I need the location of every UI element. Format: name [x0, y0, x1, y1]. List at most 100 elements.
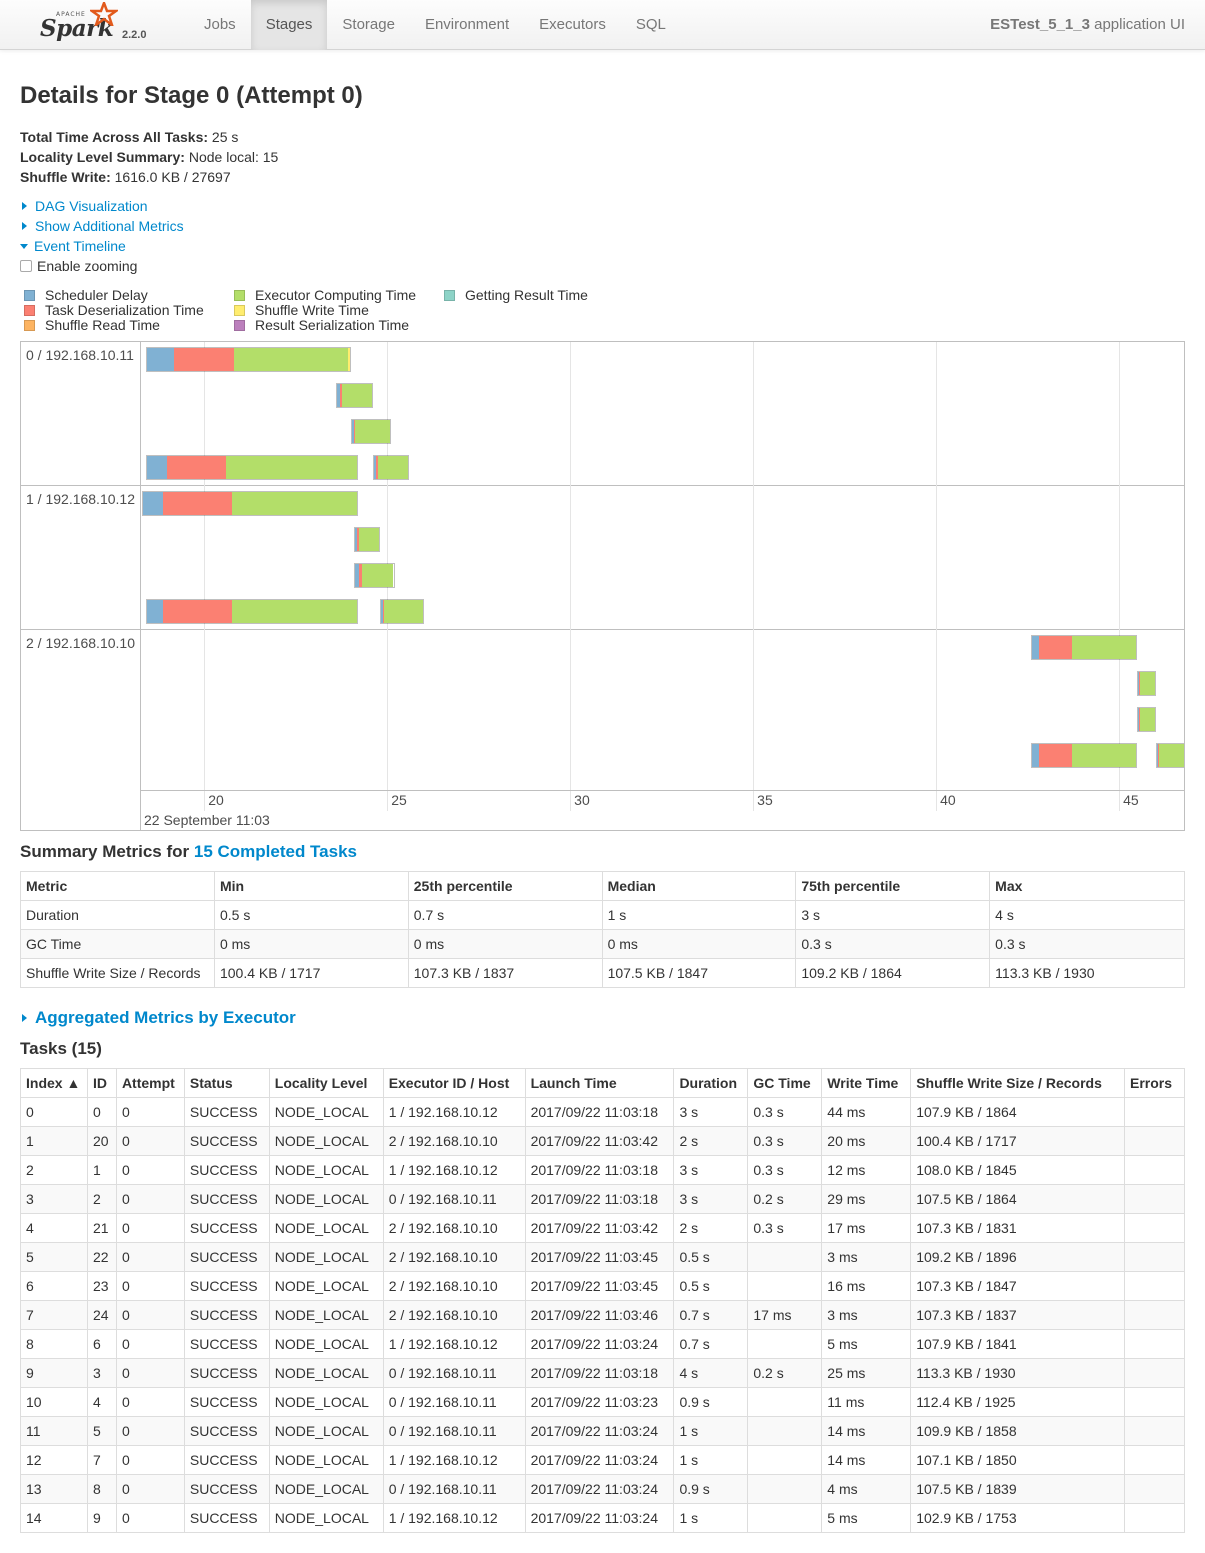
tasks-column-header[interactable]: Index ▲: [20, 1068, 88, 1098]
dag-visualization-toggle[interactable]: DAG Visualization: [20, 196, 148, 216]
task-bar-segment: [380, 600, 383, 623]
grid-line: [204, 342, 206, 790]
show-additional-metrics-toggle[interactable]: Show Additional Metrics: [20, 216, 184, 236]
arrow-right-icon: [22, 222, 27, 230]
aggregated-metrics-toggle[interactable]: Aggregated Metrics by Executor: [20, 1008, 296, 1028]
tab-environment[interactable]: Environment: [424, 16, 510, 33]
task-bar[interactable]: [372, 455, 410, 480]
table-cell: 3 s: [673, 1184, 749, 1214]
table-cell: NODE_LOCAL: [268, 1300, 384, 1330]
table-cell: 0.3 s: [747, 1155, 823, 1185]
table-cell: 1 s: [673, 1503, 749, 1533]
table-row: 5 22 0 SUCCESS NODE_LOCAL 2 / 192.168.10.10 20…: [20, 1242, 1186, 1272]
tab-sql[interactable]: SQL: [635, 16, 666, 33]
task-bar[interactable]: [1031, 743, 1138, 768]
table-cell: 0.7 s: [407, 900, 603, 930]
table-cell: 0: [115, 1474, 185, 1504]
task-bar[interactable]: [145, 599, 358, 624]
task-bar-segment: [342, 384, 372, 407]
table-cell: 2 / 192.168.10.10: [382, 1242, 526, 1272]
axis-tick: [936, 791, 938, 811]
table-cell: [747, 1271, 823, 1301]
tasks-column-header[interactable]: GC Time: [747, 1068, 823, 1098]
spark-logo[interactable]: APACHE Spark 2.2.0: [38, 2, 148, 46]
table-cell: [1123, 1155, 1186, 1185]
table-cell: 4: [86, 1387, 117, 1417]
table-cell: NODE_LOCAL: [268, 1184, 384, 1214]
executor-group-label: 1 / 192.168.10.12: [21, 486, 141, 630]
task-bar[interactable]: [354, 527, 380, 552]
page-title: Details for Stage 0 (Attempt 0): [20, 82, 363, 109]
table-cell: 11: [20, 1416, 88, 1446]
table-cell: 102.9 KB / 1753: [910, 1503, 1125, 1533]
table-cell: 3: [86, 1358, 117, 1388]
summary-column-header[interactable]: Metric: [20, 871, 215, 901]
summary-column-header[interactable]: Median: [601, 871, 797, 901]
tasks-column-header[interactable]: Write Time: [821, 1068, 912, 1098]
table-cell: NODE_LOCAL: [268, 1126, 384, 1156]
summary-column-header[interactable]: Max: [989, 871, 1185, 901]
legend-item: Executor Computing Time: [234, 288, 416, 303]
tasks-column-header[interactable]: Errors: [1123, 1068, 1186, 1098]
tab-stages[interactable]: Stages: [250, 0, 328, 50]
tasks-column-header[interactable]: Duration: [673, 1068, 749, 1098]
table-cell: 1 / 192.168.10.12: [382, 1503, 526, 1533]
task-bar[interactable]: [1155, 743, 1184, 768]
table-cell: 8: [86, 1474, 117, 1504]
task-bar[interactable]: [335, 383, 373, 408]
axis-tick: [204, 791, 206, 811]
completed-tasks-link[interactable]: 15 Completed Tasks: [193, 842, 357, 861]
tasks-column-header[interactable]: ID: [86, 1068, 117, 1098]
event-timeline-toggle[interactable]: Event Timeline: [20, 236, 126, 256]
table-cell: 44 ms: [821, 1097, 912, 1127]
task-bar-segment: [146, 456, 167, 479]
task-bar[interactable]: [1137, 707, 1156, 732]
task-bar[interactable]: [145, 347, 351, 372]
task-bar[interactable]: [354, 563, 395, 588]
legend-label: Shuffle Read Time: [45, 317, 160, 333]
tab-jobs[interactable]: Jobs: [204, 16, 236, 33]
summary-column-header[interactable]: 75th percentile: [795, 871, 991, 901]
task-bar[interactable]: [1031, 635, 1138, 660]
table-cell: 107.1 KB / 1850: [910, 1445, 1125, 1475]
table-cell: 0.7 s: [673, 1329, 749, 1359]
table-cell: 2017/09/22 11:03:18: [524, 1097, 675, 1127]
task-bar-segment: [1039, 636, 1072, 659]
table-cell: 2017/09/22 11:03:18: [524, 1358, 675, 1388]
tasks-column-header[interactable]: Shuffle Write Size / Records: [910, 1068, 1125, 1098]
task-bar[interactable]: [1137, 671, 1156, 696]
tab-executors[interactable]: Executors: [539, 16, 606, 33]
table-cell: 17 ms: [821, 1213, 912, 1243]
table-cell: 0.9 s: [673, 1387, 749, 1417]
table-cell: 0: [115, 1126, 185, 1156]
task-bar[interactable]: [145, 455, 358, 480]
tasks-column-header[interactable]: Attempt: [115, 1068, 185, 1098]
task-bar-segment: [1071, 636, 1137, 659]
task-bar[interactable]: [350, 419, 391, 444]
group-divider: [21, 629, 1184, 630]
table-cell: 1 / 192.168.10.12: [382, 1329, 526, 1359]
summary-column-header[interactable]: 25th percentile: [407, 871, 603, 901]
tasks-column-header[interactable]: Executor ID / Host: [382, 1068, 526, 1098]
logo-apache-text: APACHE: [56, 11, 86, 18]
legend-swatch: [234, 290, 245, 301]
tab-storage[interactable]: Storage: [342, 16, 395, 33]
table-cell: 5: [86, 1416, 117, 1446]
task-bar-segment: [373, 456, 377, 479]
table-cell: 11 ms: [821, 1387, 912, 1417]
tasks-column-header[interactable]: Locality Level: [268, 1068, 384, 1098]
table-cell: 1 / 192.168.10.12: [382, 1445, 526, 1475]
enable-zooming-checkbox[interactable]: [20, 260, 32, 272]
enable-zooming[interactable]: Enable zooming: [20, 257, 137, 275]
tasks-column-header[interactable]: Status: [183, 1068, 270, 1098]
task-bar[interactable]: [142, 491, 358, 516]
table-cell: 2017/09/22 11:03:18: [524, 1184, 675, 1214]
table-cell: 0: [115, 1445, 185, 1475]
table-cell: 2 / 192.168.10.10: [382, 1126, 526, 1156]
event-timeline[interactable]: 0 / 192.168.10.11 1 / 192.168.10.12 2 / …: [20, 341, 1185, 831]
legend-swatch: [234, 320, 245, 331]
summary-column-header[interactable]: Min: [213, 871, 409, 901]
table-cell: 14: [20, 1503, 88, 1533]
task-bar[interactable]: [379, 599, 424, 624]
tasks-column-header[interactable]: Launch Time: [524, 1068, 675, 1098]
